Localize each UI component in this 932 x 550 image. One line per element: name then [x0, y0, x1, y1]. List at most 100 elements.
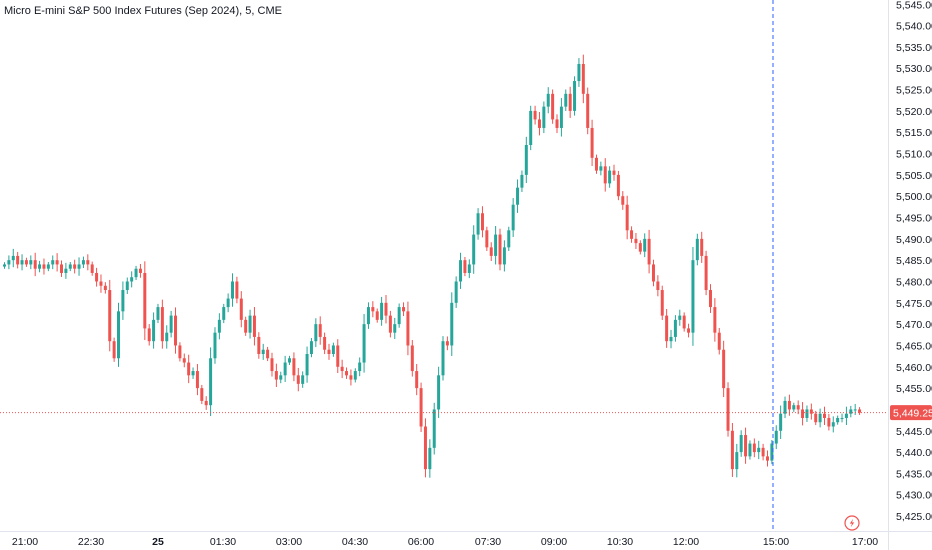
- candle: [599, 161, 603, 176]
- candle-body: [257, 336, 261, 354]
- candle-body: [86, 260, 90, 265]
- candle-body: [296, 375, 300, 384]
- candle-body: [160, 307, 164, 342]
- candle-body: [380, 302, 384, 320]
- candle-body: [195, 371, 199, 389]
- candle-body: [450, 302, 454, 346]
- candle: [195, 364, 199, 396]
- candle-body: [809, 409, 813, 414]
- candle-body: [559, 106, 563, 128]
- candle-body: [700, 238, 704, 256]
- candle: [691, 246, 695, 346]
- candle-body: [445, 341, 449, 346]
- candle-body: [625, 204, 629, 231]
- candle: [95, 267, 99, 287]
- candle: [673, 315, 677, 342]
- candle-body: [476, 213, 480, 235]
- candle-body: [792, 405, 796, 410]
- candle-body: [520, 174, 524, 188]
- candle-body: [222, 307, 226, 320]
- candle: [191, 367, 195, 379]
- candle: [472, 225, 476, 274]
- y-tick-label: 5,430.00: [896, 490, 932, 502]
- candle: [423, 418, 427, 478]
- candle-body: [42, 264, 46, 269]
- candle: [638, 240, 642, 255]
- candle: [415, 364, 419, 396]
- candle-body: [713, 307, 717, 333]
- candle: [375, 308, 379, 323]
- candle: [16, 251, 20, 269]
- candle: [42, 258, 46, 275]
- candle-body: [143, 272, 147, 329]
- candle: [296, 367, 300, 392]
- candle-body: [485, 230, 489, 248]
- candle: [323, 332, 327, 355]
- candle-body: [266, 349, 270, 359]
- candle-body: [349, 375, 353, 380]
- candle: [853, 403, 857, 415]
- candle-body: [55, 260, 59, 265]
- candle: [586, 87, 590, 135]
- candle: [147, 324, 151, 346]
- candle: [301, 371, 305, 388]
- candle: [248, 309, 252, 339]
- candle-body: [573, 81, 577, 111]
- candle-body: [397, 307, 401, 325]
- candle: [200, 384, 204, 405]
- y-tick-labels: 5,545.00 5,540.00 5,535.00 5,530.00 5,525.00…: [896, 0, 932, 523]
- candle-body: [555, 119, 559, 128]
- y-tick-label: 5,465.00: [896, 340, 932, 352]
- candle: [656, 275, 660, 297]
- candle: [204, 396, 208, 410]
- candle-body: [537, 119, 541, 128]
- x-tick-label: 21:00: [12, 536, 38, 548]
- candle-body: [507, 230, 511, 248]
- flash-icon[interactable]: [844, 515, 860, 531]
- candle-body: [586, 93, 590, 128]
- candle: [818, 408, 822, 428]
- candle-body: [33, 260, 37, 269]
- candle: [577, 58, 581, 87]
- candle: [7, 255, 11, 270]
- candle-body: [708, 290, 712, 308]
- candle-body: [739, 435, 743, 453]
- candle: [634, 232, 638, 249]
- y-tick-label: 5,475.00: [896, 298, 932, 310]
- y-tick-label: 5,440.00: [896, 447, 932, 459]
- candle-body: [752, 443, 756, 453]
- candle: [581, 54, 585, 104]
- candle: [410, 339, 414, 377]
- candle-body: [209, 358, 213, 406]
- candle: [840, 413, 844, 423]
- candle-body: [279, 375, 283, 380]
- candle: [568, 86, 572, 118]
- candle-body: [178, 345, 182, 359]
- y-tick-label: 5,480.00: [896, 276, 932, 288]
- candle-body: [388, 315, 392, 333]
- y-tick-label: 5,455.00: [896, 383, 932, 395]
- candle-body: [722, 349, 726, 389]
- candle-body: [20, 260, 24, 265]
- y-tick-label: 5,445.00: [896, 426, 932, 438]
- candle-body: [327, 349, 331, 354]
- candle-body: [200, 388, 204, 401]
- candle-body: [836, 417, 840, 423]
- candle: [11, 248, 15, 268]
- candle-body: [3, 264, 6, 267]
- candle-body: [717, 332, 721, 350]
- candle-body: [95, 272, 99, 282]
- candle-body: [533, 110, 537, 120]
- candle-body: [130, 277, 134, 282]
- candle: [700, 231, 704, 263]
- candle: [651, 259, 655, 287]
- candle: [112, 337, 116, 362]
- candle: [274, 363, 278, 388]
- candle-body: [765, 456, 769, 461]
- candle: [305, 346, 309, 383]
- candle-body: [726, 388, 730, 431]
- candle: [340, 359, 344, 379]
- candle: [761, 443, 765, 461]
- candle-body: [77, 264, 81, 269]
